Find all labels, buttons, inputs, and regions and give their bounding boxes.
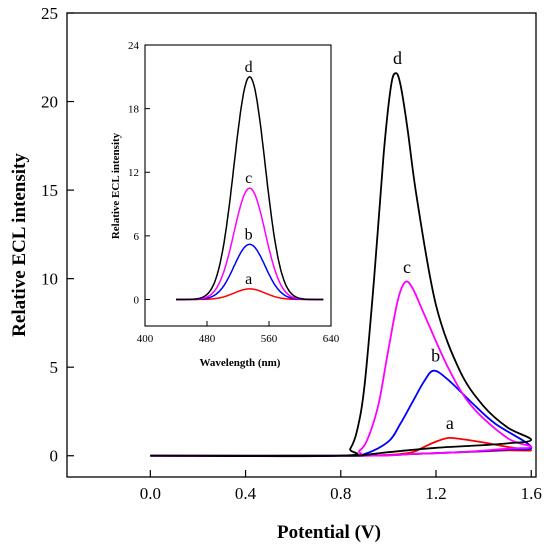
inset-series-line-d xyxy=(176,76,324,301)
inset-x-axis-label: Wavelength (nm) xyxy=(200,357,281,369)
main-x-tick-label: 0.4 xyxy=(235,484,257,503)
main-x-axis-label: Potential (V) xyxy=(277,522,381,543)
main-series-line-c xyxy=(150,280,533,457)
main-curve-label-a: a xyxy=(446,413,454,433)
main-plot-frame xyxy=(66,12,537,478)
main-series-line-a xyxy=(150,436,533,457)
inset-x-tick-label: 480 xyxy=(199,333,216,345)
main-y-tick-label: 20 xyxy=(41,93,58,112)
inset-chart: 400 480 560 640 0 6 12 18 24 Wavelength (nm) Relat… xyxy=(110,40,340,369)
main-x-tick-label: 1.6 xyxy=(521,484,542,503)
inset-curve-label-c: c xyxy=(245,170,252,187)
inset-curve-label-b: b xyxy=(245,226,253,243)
main-y-tick-label: 5 xyxy=(50,358,59,377)
inset-x-tick-label: 640 xyxy=(323,333,340,345)
main-series-line-d xyxy=(150,72,533,458)
main-y-tick-label: 15 xyxy=(41,181,58,200)
main-y-axis-label: Relative ECL intensity xyxy=(9,153,30,337)
inset-x-tick-label: 560 xyxy=(261,333,278,345)
main-curve-label-c: c xyxy=(403,257,411,277)
inset-curve-label-d: d xyxy=(245,59,253,76)
main-chart: 0.0 0.4 0.8 1.2 1.6 0 5 10 15 20 25 Potential (V) Re… xyxy=(9,4,542,543)
inset-y-tick-label: 12 xyxy=(128,167,139,179)
inset-y-axis-label: Relative ECL intensity xyxy=(110,132,122,239)
main-curve-label-d: d xyxy=(393,48,402,68)
main-series-line-b xyxy=(150,369,533,457)
main-x-tick-label: 0.0 xyxy=(140,484,161,503)
inset-y-tick-label: 0 xyxy=(134,294,140,306)
inset-plot-frame xyxy=(144,44,332,327)
inset-y-tick-label: 24 xyxy=(128,40,140,52)
main-x-tick-label: 1.2 xyxy=(425,484,446,503)
inset-y-tick-label: 18 xyxy=(128,104,140,116)
inset-x-tick-label: 400 xyxy=(137,333,154,345)
inset-curve-label-a: a xyxy=(245,271,252,288)
main-y-tick-label: 25 xyxy=(41,4,58,23)
inset-y-tick-label: 6 xyxy=(134,231,140,243)
main-x-tick-label: 0.8 xyxy=(330,484,351,503)
main-y-tick-label: 10 xyxy=(41,270,58,289)
main-y-tick-label: 0 xyxy=(50,447,59,466)
main-curve-label-b: b xyxy=(431,346,440,366)
